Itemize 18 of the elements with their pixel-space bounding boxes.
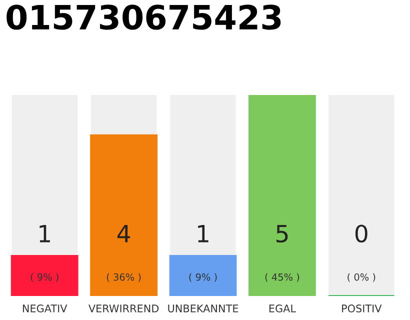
bar — [10, 254, 78, 296]
data-label: 1 — [198, 225, 208, 242]
annotation: ( 9% ) — [189, 273, 217, 282]
x-tick-label: NEGATIV — [22, 304, 68, 312]
x-tick-label: EGAL — [269, 304, 296, 312]
x-tick-label: POSITIV — [342, 304, 382, 312]
chart-title: 015730675423 — [6, 4, 281, 30]
data-label: 0 — [355, 224, 368, 243]
bar — [169, 254, 237, 296]
data-label: 5 — [276, 225, 288, 243]
data-label: 4 — [117, 225, 130, 242]
x-tick-label: VERWIRREND — [88, 304, 159, 312]
data-label: 1 — [40, 225, 50, 242]
annotation: ( 45% ) — [265, 273, 300, 282]
annotation: ( 9% ) — [30, 273, 58, 282]
annotation: ( 0% ) — [348, 273, 376, 282]
x-tick-label: UNBEKANNTE — [168, 304, 238, 312]
annotation: ( 36% ) — [106, 273, 141, 282]
